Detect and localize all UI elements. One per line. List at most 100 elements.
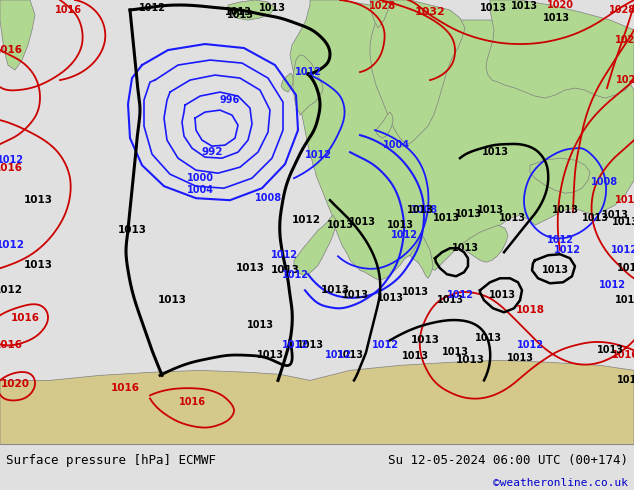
Text: 1013: 1013 [271, 265, 299, 275]
Polygon shape [0, 0, 35, 70]
Text: 1013: 1013 [616, 263, 634, 273]
Text: 1012: 1012 [372, 341, 399, 350]
Text: 1016: 1016 [614, 195, 634, 205]
Text: 1012: 1012 [547, 235, 574, 245]
Text: 1012: 1012 [138, 3, 165, 13]
Text: 1013: 1013 [321, 285, 349, 295]
Text: 1016: 1016 [0, 163, 22, 173]
Text: 1018: 1018 [515, 305, 545, 315]
Text: 1012: 1012 [325, 350, 351, 360]
Text: 1013: 1013 [441, 347, 469, 357]
Text: 1013: 1013 [489, 290, 515, 300]
Text: 1020: 1020 [1, 379, 30, 390]
Text: 1013: 1013 [510, 1, 538, 11]
Text: 1013: 1013 [477, 205, 503, 215]
Text: 1013: 1013 [436, 295, 463, 305]
Text: 1013: 1013 [479, 3, 507, 13]
Text: 1000: 1000 [186, 173, 214, 183]
Text: Surface pressure [hPa] ECMWF: Surface pressure [hPa] ECMWF [6, 454, 216, 467]
Text: 1012: 1012 [0, 285, 22, 295]
Text: 1016: 1016 [110, 383, 139, 393]
Text: ©weatheronline.co.uk: ©weatheronline.co.uk [493, 478, 628, 488]
Polygon shape [460, 225, 508, 262]
Text: 1012: 1012 [281, 270, 309, 280]
Text: 1013: 1013 [377, 294, 403, 303]
Text: 1004: 1004 [382, 140, 410, 150]
Text: 992: 992 [201, 147, 223, 157]
Text: 1020: 1020 [547, 0, 574, 10]
Text: 1013: 1013 [259, 3, 285, 13]
Text: 1013: 1013 [226, 10, 254, 20]
Text: 1013: 1013 [247, 320, 273, 330]
Text: 1012: 1012 [292, 215, 321, 225]
Text: 1012: 1012 [611, 245, 634, 255]
Text: 1013: 1013 [157, 295, 186, 305]
Text: 1008: 1008 [590, 177, 618, 187]
Text: 1013: 1013 [616, 375, 634, 385]
Text: 1012: 1012 [446, 290, 474, 300]
Text: 1012: 1012 [598, 280, 626, 290]
Polygon shape [486, 0, 634, 98]
Text: 1016: 1016 [55, 5, 82, 15]
Text: 1013: 1013 [297, 341, 323, 350]
Text: 1013: 1013 [543, 13, 569, 23]
Polygon shape [370, 0, 390, 28]
Text: 1013: 1013 [117, 225, 146, 235]
Text: 1013: 1013 [481, 147, 508, 157]
Text: 1013: 1013 [23, 260, 53, 270]
Text: 1032: 1032 [415, 7, 445, 17]
Polygon shape [530, 158, 590, 193]
Text: 1004: 1004 [186, 185, 214, 195]
Polygon shape [376, 112, 393, 138]
Text: 1013: 1013 [257, 350, 283, 360]
Text: 1013: 1013 [507, 353, 533, 364]
Text: 1012: 1012 [0, 240, 25, 250]
Text: 1016: 1016 [0, 341, 22, 350]
Polygon shape [293, 55, 323, 115]
Polygon shape [294, 215, 336, 275]
Text: 1013: 1013 [581, 213, 609, 223]
Text: 1013: 1013 [451, 243, 479, 253]
Text: 1016: 1016 [612, 350, 634, 360]
Text: 1012: 1012 [517, 341, 543, 350]
Text: 1024: 1024 [614, 35, 634, 45]
Text: 1013: 1013 [614, 295, 634, 305]
Text: 1013: 1013 [498, 213, 526, 223]
Text: 1013: 1013 [401, 351, 429, 361]
Text: 1013: 1013 [455, 355, 484, 366]
Text: 1013: 1013 [406, 205, 434, 215]
Text: 1028: 1028 [609, 5, 634, 15]
Text: 1013: 1013 [224, 7, 252, 17]
Polygon shape [281, 73, 293, 92]
Text: 1013: 1013 [597, 345, 623, 355]
Text: 1013: 1013 [410, 335, 439, 345]
Text: 1012: 1012 [304, 150, 332, 160]
Text: 1028: 1028 [368, 1, 396, 11]
Text: Su 12-05-2024 06:00 UTC (00+174): Su 12-05-2024 06:00 UTC (00+174) [387, 454, 628, 467]
Text: 1020: 1020 [616, 75, 634, 85]
Text: 1013: 1013 [235, 263, 264, 273]
Text: 1013: 1013 [552, 205, 578, 215]
Text: 1013: 1013 [602, 210, 628, 220]
Polygon shape [370, 0, 465, 144]
Text: 1013: 1013 [474, 333, 501, 343]
Text: 996: 996 [220, 95, 240, 105]
Text: 1016: 1016 [11, 313, 39, 323]
Text: 1013: 1013 [342, 290, 368, 300]
Text: 1013: 1013 [387, 220, 413, 230]
Polygon shape [228, 0, 275, 20]
Text: 1012: 1012 [391, 230, 418, 240]
Text: 1016: 1016 [0, 45, 22, 55]
Text: 1013: 1013 [23, 195, 53, 205]
Text: 1012: 1012 [0, 155, 23, 165]
Text: 1013: 1013 [327, 220, 354, 230]
Text: 1013: 1013 [541, 265, 569, 275]
Polygon shape [410, 235, 433, 278]
Text: 1013: 1013 [337, 350, 363, 360]
Text: 1012: 1012 [553, 245, 581, 255]
Polygon shape [0, 360, 634, 444]
Text: 1008: 1008 [254, 193, 281, 203]
Text: 1012: 1012 [281, 341, 309, 350]
Text: 1012: 1012 [271, 250, 297, 260]
Text: 1008: 1008 [410, 205, 437, 215]
